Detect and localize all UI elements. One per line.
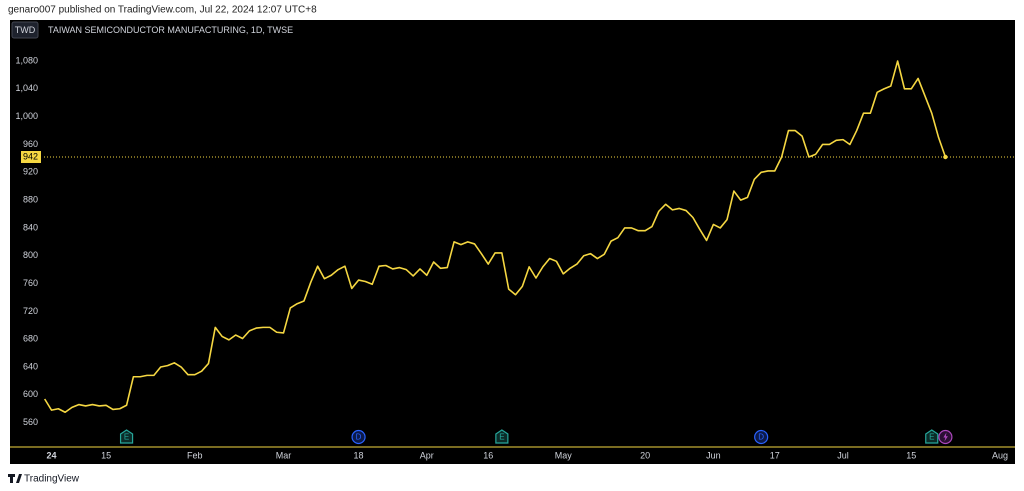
y-tick-label: 920 bbox=[23, 167, 38, 177]
x-tick-label: 18 bbox=[354, 450, 364, 460]
x-tick-label: May bbox=[555, 450, 573, 460]
brand: TradingView bbox=[24, 474, 80, 485]
x-tick-label: Apr bbox=[420, 450, 434, 460]
x-tick-label: Jul bbox=[837, 450, 849, 460]
y-tick-label: 1,080 bbox=[15, 55, 38, 65]
event-label: D bbox=[758, 433, 764, 442]
event-label: E bbox=[124, 433, 129, 442]
price-line bbox=[43, 60, 947, 414]
x-tick-label: 16 bbox=[483, 450, 493, 460]
x-tick-label: Mar bbox=[276, 450, 292, 460]
y-tick-label: 880 bbox=[23, 194, 38, 204]
x-tick-label: Jun bbox=[706, 450, 721, 460]
x-tick-label: 17 bbox=[770, 450, 780, 460]
x-tick-label: Feb bbox=[187, 450, 203, 460]
event-marker bbox=[938, 429, 953, 445]
event-icon bbox=[119, 429, 134, 444]
y-tick-label: 720 bbox=[23, 306, 38, 316]
currency-badge bbox=[11, 21, 39, 39]
logo-mark bbox=[8, 474, 22, 483]
x-tick-label: 15 bbox=[906, 450, 916, 460]
last-price-label: 942 bbox=[23, 151, 38, 161]
event-marker: D bbox=[351, 429, 366, 445]
event-label: E bbox=[929, 433, 934, 442]
y-tick-label: 960 bbox=[23, 139, 38, 149]
x-tick-label: Aug bbox=[992, 450, 1008, 460]
y-tick-label: 840 bbox=[23, 222, 38, 232]
event-icon bbox=[495, 429, 509, 444]
last-point bbox=[943, 154, 948, 160]
x-tick-label: 24 bbox=[46, 450, 56, 460]
y-tick-label: 640 bbox=[23, 361, 38, 371]
event-bolt bbox=[943, 432, 948, 442]
y-tick-label: 560 bbox=[23, 417, 38, 427]
event-marker: E bbox=[925, 429, 939, 444]
chart-panel bbox=[10, 20, 1015, 464]
byline: genaro007 published on TradingView.com, … bbox=[8, 5, 317, 16]
event-marker: E bbox=[495, 429, 509, 444]
y-tick-label: 1,040 bbox=[15, 83, 38, 93]
event-label: D bbox=[356, 433, 362, 442]
event-icon bbox=[754, 429, 769, 445]
x-tick-label: 15 bbox=[101, 450, 111, 460]
y-tick-label: 680 bbox=[23, 334, 38, 344]
y-tick-label: 1,000 bbox=[15, 111, 38, 121]
y-tick-label: 760 bbox=[23, 278, 38, 288]
last-price-badge bbox=[21, 151, 41, 164]
y-tick-label: 800 bbox=[23, 250, 38, 260]
event-icon bbox=[925, 429, 939, 444]
footer-logo: TradingView bbox=[8, 474, 80, 485]
event-label: E bbox=[499, 433, 504, 442]
event-marker: D bbox=[754, 429, 769, 445]
x-tick-label: 20 bbox=[640, 450, 650, 460]
event-marker: E bbox=[119, 429, 134, 444]
event-icon bbox=[351, 429, 366, 445]
chart-title: TAIWAN SEMICONDUCTOR MANUFACTURING, 1D, … bbox=[48, 25, 293, 35]
y-tick-label: 600 bbox=[23, 389, 38, 399]
currency: TWD bbox=[15, 25, 36, 35]
